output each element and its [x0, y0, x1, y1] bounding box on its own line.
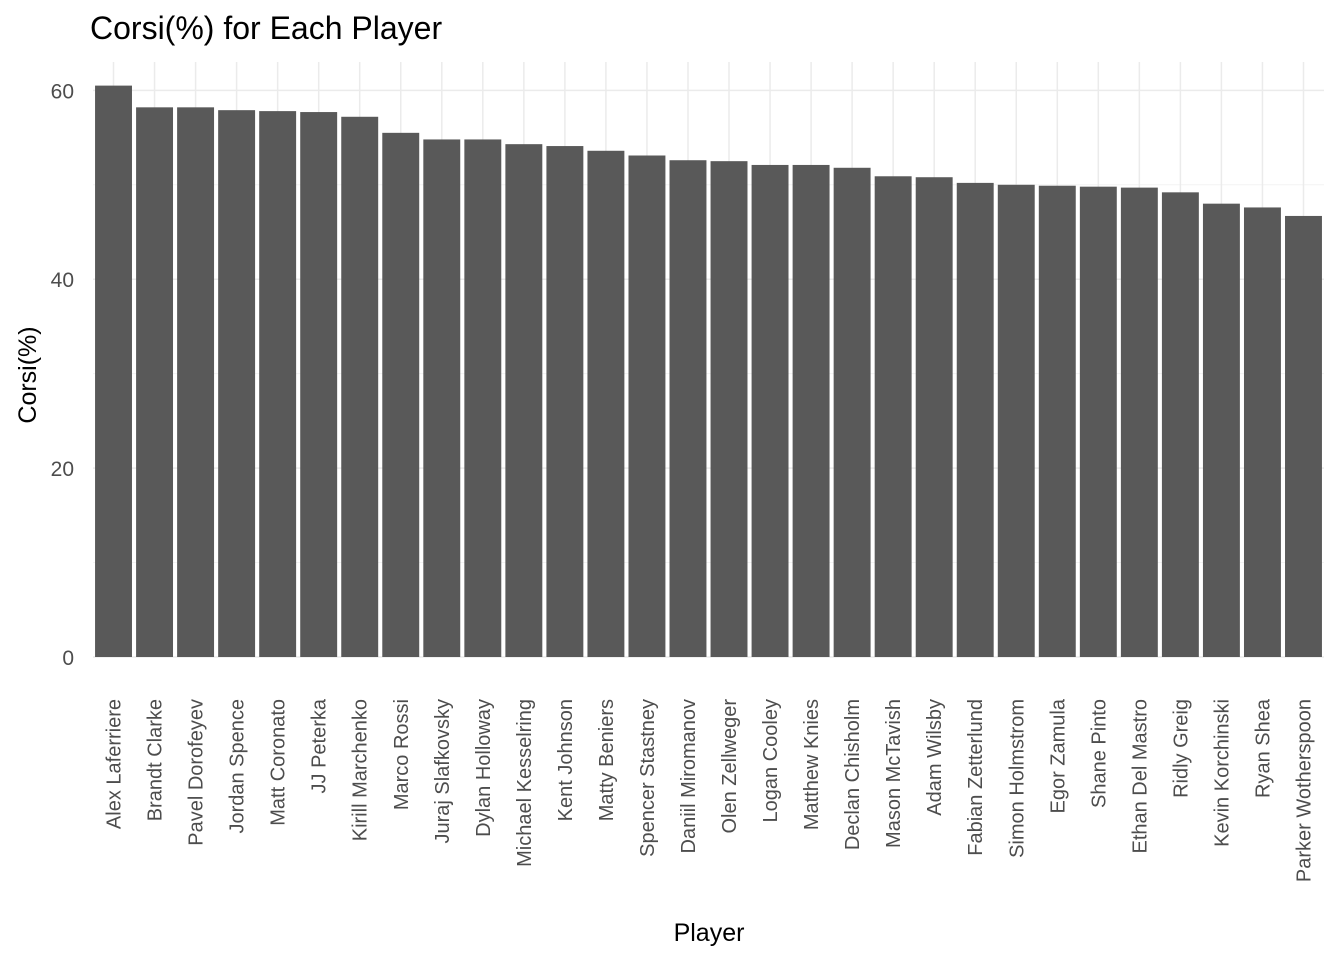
x-tick-label: Daniil Miromanov: [678, 699, 700, 854]
bars: [95, 85, 1322, 658]
bar-ridly-greig: [1161, 192, 1199, 658]
bar-matt-coronato: [259, 111, 297, 658]
x-tick-label: Jordan Spence: [227, 699, 249, 834]
y-tick-label: 0: [62, 647, 74, 670]
x-tick-label: Alex Laferriere: [104, 699, 126, 829]
bar-daniil-miromanov: [669, 160, 707, 657]
bar-olen-zellweger: [710, 161, 748, 657]
x-tick-label: JJ Peterka: [309, 698, 331, 793]
x-tick-label: Ridly Greig: [1170, 699, 1192, 798]
bar-ethan-del-mastro: [1120, 187, 1158, 657]
bar-matty-beniers: [587, 150, 625, 657]
x-tick-label: Kirill Marchenko: [350, 699, 372, 841]
chart-title: Corsi(%) for Each Player: [90, 10, 443, 46]
x-tick-label: Matt Coronato: [268, 699, 290, 826]
x-tick-label: Adam Wilsby: [924, 699, 946, 816]
x-tick-label: Parker Wotherspoon: [1293, 699, 1315, 882]
bar-kevin-korchinski: [1202, 203, 1240, 657]
x-tick-label: Pavel Dorofeyev: [186, 699, 208, 846]
y-axis-title: Corsi(%): [14, 326, 42, 423]
x-tick-label: Juraj Slafkovsky: [432, 699, 454, 844]
bar-michael-kesselring: [505, 144, 543, 657]
bar-dylan-holloway: [464, 139, 502, 657]
x-axis-title: Player: [674, 919, 745, 947]
bar-logan-cooley: [751, 164, 789, 657]
x-tick-label: Kevin Korchinski: [1211, 699, 1233, 847]
bar-jordan-spence: [218, 110, 256, 657]
bar-parker-wotherspoon: [1285, 215, 1322, 657]
bar-kirill-marchenko: [341, 116, 379, 658]
bar-alex-laferriere: [95, 85, 132, 658]
x-tick-label: Declan Chisholm: [842, 699, 864, 850]
bar-marco-rossi: [382, 132, 420, 658]
x-tick-label: Olen Zellweger: [719, 699, 741, 834]
bar-brandt-clarke: [136, 107, 174, 658]
x-tick-label: Egor Zamula: [1047, 698, 1069, 813]
x-tick-label: Ryan Shea: [1252, 698, 1274, 798]
bar-adam-wilsby: [915, 177, 953, 657]
x-tick-label: Spencer Stastney: [637, 699, 659, 857]
bar-egor-zamula: [1038, 185, 1076, 657]
axes: 0 20 40 60 Alex Laferriere Brandt Clarke Pavel…: [51, 80, 1316, 882]
x-tick-label: Michael Kesselring: [514, 699, 536, 867]
bar-simon-holmstrom: [997, 184, 1035, 657]
x-tick-label: Matthew Knies: [801, 699, 823, 830]
bar-shane-pinto: [1079, 186, 1117, 657]
bar-jj-peterka: [300, 112, 338, 658]
bar-declan-chisholm: [833, 167, 871, 657]
x-tick-label: Dylan Holloway: [473, 699, 495, 837]
bar-fabian-zetterlund: [956, 182, 994, 657]
x-tick-label: Ethan Del Mastro: [1129, 699, 1151, 854]
x-tick-label: Kent Johnson: [555, 699, 577, 821]
x-tick-label: Fabian Zetterlund: [965, 699, 987, 856]
x-tick-label: Brandt Clarke: [145, 699, 167, 821]
y-tick-label: 60: [51, 80, 74, 103]
bar-kent-johnson: [546, 146, 584, 658]
bar-ryan-shea: [1243, 207, 1281, 657]
bar-spencer-stastney: [628, 155, 666, 657]
bar-pavel-dorofeyev: [177, 107, 215, 658]
bar-mason-mctavish: [874, 176, 912, 657]
x-tick-label: Marco Rossi: [391, 699, 413, 810]
bar-juraj-slafkovsky: [423, 139, 461, 657]
bar-matthew-knies: [792, 164, 830, 657]
x-tick-label: Logan Cooley: [760, 699, 782, 822]
y-tick-label: 20: [51, 458, 74, 481]
x-tick-label: Mason McTavish: [883, 699, 905, 848]
x-tick-label: Shane Pinto: [1088, 699, 1110, 808]
x-tick-label: Matty Beniers: [596, 699, 618, 821]
y-tick-label: 40: [51, 269, 74, 292]
x-tick-label: Simon Holmstrom: [1006, 699, 1028, 858]
